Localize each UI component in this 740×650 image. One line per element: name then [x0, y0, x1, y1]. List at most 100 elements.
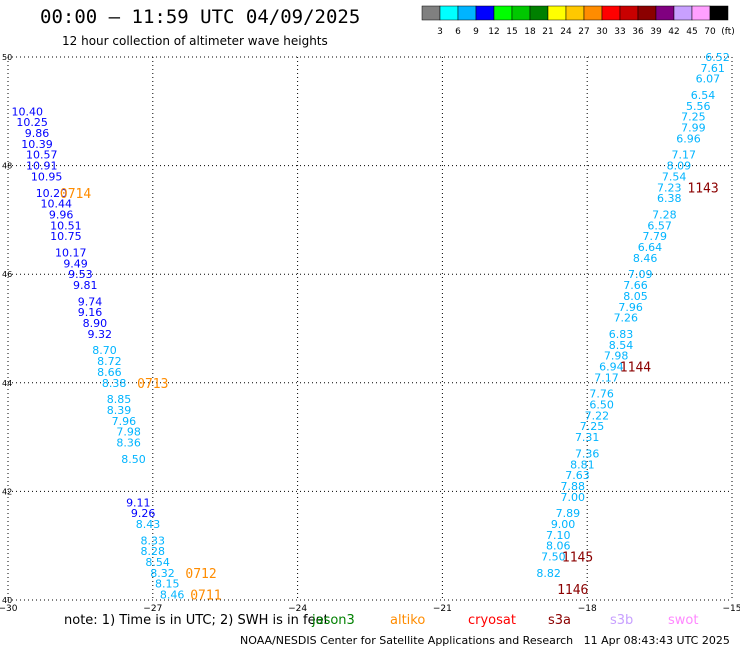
time-annotation: 1145 [562, 551, 593, 566]
wave-height-point: 8.15 [155, 578, 180, 591]
legend-item: cryosat [468, 613, 516, 628]
wave-height-point: 7.89 [556, 507, 581, 520]
wave-height-point: 8.28 [141, 545, 166, 558]
legend-item: jason3 [312, 613, 355, 628]
wave-height-point: 8.54 [145, 556, 170, 569]
wave-height-point: 7.63 [565, 469, 590, 482]
wave-height-point: 8.33 [141, 534, 166, 547]
colorbar-tick-label: 33 [614, 27, 625, 37]
wave-height-point: 10.91 [26, 160, 58, 173]
colorbar-tick-label: 9 [473, 27, 479, 37]
time-annotation: 1143 [687, 181, 718, 196]
colorbar-tick-label: 27 [578, 27, 589, 37]
footer-note: note: 1) Time is in UTC; 2) SWH is in fe… [64, 613, 329, 628]
wave-height-point: 7.22 [585, 409, 610, 422]
x-tick-label: −27 [143, 604, 162, 614]
wave-height-point: 7.50 [541, 551, 566, 564]
wave-height-point: 7.25 [681, 111, 706, 124]
wave-height-point: 9.26 [131, 507, 156, 520]
y-tick-label: 42 [2, 487, 12, 496]
wave-height-point: 10.25 [16, 116, 48, 129]
wave-height-point: 9.16 [78, 306, 103, 319]
page-title: 00:00 — 11:59 UTC 04/09/2025 [40, 6, 361, 28]
wave-height-point: 9.86 [25, 127, 50, 140]
wave-height-point: 8.09 [667, 160, 692, 173]
colorbar-tick-label: 21 [542, 27, 553, 37]
wave-height-point: 9.00 [551, 518, 576, 531]
wave-height-point: 6.54 [691, 89, 716, 102]
colorbar-tick-label: 24 [560, 27, 572, 37]
colorbar-swatch [709, 5, 729, 21]
wave-height-point: 8.66 [97, 366, 122, 379]
wave-height-point: 7.00 [560, 491, 585, 504]
legend-item: s3b [610, 613, 634, 628]
wave-height-point: 8.32 [150, 567, 175, 580]
colorbar-tick-label: 12 [488, 27, 499, 37]
wave-height-point: 10.44 [41, 198, 73, 211]
wave-height-point: 8.72 [97, 355, 122, 368]
wave-height-point: 7.36 [575, 447, 600, 460]
wave-height-point: 7.76 [589, 388, 614, 401]
wave-height-point: 7.23 [657, 181, 682, 194]
colorbar-tick-label: 70 [704, 27, 716, 37]
timestamp-text: 11 Apr 08:43:43 UTC 2025 [583, 634, 730, 647]
footer-credit: NOAA/NESDIS Center for Satellite Applica… [240, 634, 730, 647]
wave-height-point: 9.11 [126, 496, 151, 509]
wave-height-point: 7.54 [662, 170, 687, 183]
wave-height-point: 8.70 [92, 344, 117, 357]
wave-height-point: 7.25 [580, 420, 605, 433]
wave-height-point: 9.53 [68, 268, 93, 281]
wave-height-point: 10.17 [55, 246, 87, 259]
wave-height-point: 7.66 [623, 279, 648, 292]
x-tick-label: −21 [433, 604, 452, 614]
time-annotation: 0711 [190, 589, 221, 604]
wave-height-point: 7.17 [671, 149, 696, 162]
wave-height-point: 10.95 [31, 170, 63, 183]
wave-height-point: 8.54 [609, 339, 634, 352]
wave-height-point: 6.96 [676, 132, 701, 145]
x-tick-label: −30 [0, 604, 18, 614]
wave-height-point: 6.50 [589, 399, 614, 412]
colorbar-tick-label: 42 [668, 27, 679, 37]
time-annotation: 1144 [620, 361, 651, 376]
colorbar-tick-label: (ft) [721, 27, 735, 37]
wave-height-point: 7.79 [643, 230, 668, 243]
wave-height-point: 9.74 [78, 295, 103, 308]
wave-height-point: 6.07 [696, 73, 721, 86]
y-tick-label: 46 [2, 270, 12, 279]
wave-height-point: 8.46 [633, 252, 658, 265]
wave-height-point: 6.94 [599, 361, 624, 374]
x-tick-label: −18 [578, 604, 597, 614]
wave-height-point: 7.28 [652, 208, 677, 221]
colorbar-tick-label: 3 [437, 27, 443, 37]
time-annotation: 0712 [185, 567, 216, 582]
colorbar-tick-label: 18 [524, 27, 536, 37]
legend-item: s3a [548, 613, 572, 628]
wave-height-point: 8.43 [136, 518, 161, 531]
time-annotation: 0713 [137, 377, 168, 392]
wave-height-point: 10.57 [26, 149, 58, 162]
legend-item: altiko [390, 613, 426, 628]
wave-height-point: 7.98 [604, 350, 629, 363]
wave-height-point: 6.57 [647, 219, 672, 232]
wave-height-point: 8.06 [546, 540, 571, 553]
wave-height-point: 9.81 [73, 279, 98, 292]
colorbar-tick-label: 36 [632, 27, 644, 37]
wave-height-point: 7.96 [112, 415, 137, 428]
wave-height-point: 8.05 [623, 290, 648, 303]
colorbar-tick-label: 39 [650, 27, 662, 37]
x-tick-label: −15 [723, 604, 740, 614]
page-subtitle: 12 hour collection of altimeter wave hei… [62, 34, 328, 48]
wave-height-point: 7.98 [116, 426, 141, 439]
y-tick-label: 40 [2, 596, 12, 605]
colorbar-tick-label: 30 [596, 27, 608, 37]
wave-height-point: 7.10 [546, 529, 571, 542]
wave-height-point: 7.96 [618, 301, 643, 314]
wave-height-point: 7.09 [628, 268, 653, 281]
time-annotation: 0714 [60, 187, 91, 202]
wave-height-point: 7.61 [700, 62, 725, 75]
wave-height-point: 7.88 [560, 480, 585, 493]
wave-height-point: 8.38 [102, 377, 127, 390]
credit-text: NOAA/NESDIS Center for Satellite Applica… [240, 634, 574, 647]
